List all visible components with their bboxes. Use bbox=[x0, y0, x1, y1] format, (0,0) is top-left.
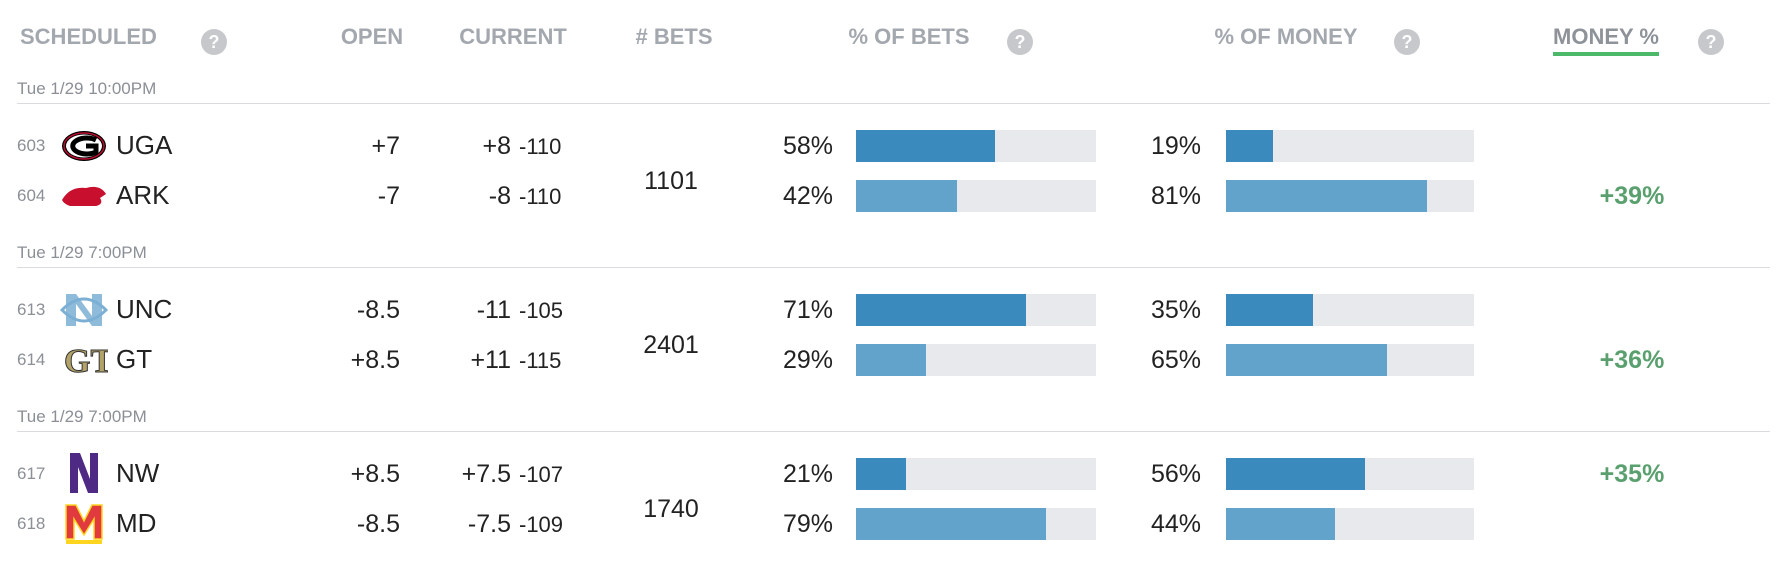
open-line: -8.5 bbox=[356, 510, 400, 538]
bets-percent: 21% bbox=[782, 460, 833, 488]
bets-percent: 58% bbox=[782, 132, 833, 160]
bets-bar bbox=[856, 294, 1027, 326]
team-logo bbox=[62, 186, 106, 206]
current-line: +8 bbox=[482, 132, 511, 160]
money-edge: +35% bbox=[1599, 460, 1665, 488]
rotation-number: 604 bbox=[17, 186, 46, 205]
bets-percent: 71% bbox=[782, 296, 833, 324]
column-header: CURRENT bbox=[459, 24, 567, 49]
bets-percent: 42% bbox=[782, 182, 833, 210]
rotation-number: 617 bbox=[17, 464, 46, 483]
money-bar bbox=[1226, 344, 1388, 376]
bet-count: 2401 bbox=[643, 331, 699, 359]
help-icon[interactable]: ? bbox=[1007, 29, 1033, 55]
money-bar bbox=[1226, 294, 1313, 326]
game-date: Tue 1/29 7:00PM bbox=[17, 407, 147, 426]
sort-header[interactable]: % OF BETS bbox=[848, 24, 970, 49]
separator bbox=[17, 103, 1770, 104]
current-line: +7.5 bbox=[461, 460, 511, 488]
team-name: GT bbox=[116, 344, 153, 374]
open-line: -8.5 bbox=[356, 296, 400, 324]
bets-bar bbox=[856, 458, 907, 490]
team-name: MD bbox=[116, 508, 157, 538]
bets-bar bbox=[856, 180, 957, 212]
current-line: -7.5 bbox=[467, 510, 511, 538]
sort-header[interactable]: % OF MONEY bbox=[1214, 24, 1358, 49]
money-percent: 19% bbox=[1150, 132, 1201, 160]
current-odds: -109 bbox=[519, 512, 564, 537]
bets-bar bbox=[856, 508, 1046, 540]
team-name: UNC bbox=[116, 294, 173, 324]
current-line: -8 bbox=[488, 182, 511, 210]
bets-percent: 79% bbox=[782, 510, 833, 538]
rotation-number: 613 bbox=[17, 300, 46, 319]
team-name: NW bbox=[116, 458, 160, 488]
sort-header[interactable]: MONEY % bbox=[1553, 26, 1659, 56]
column-header: OPEN bbox=[340, 24, 404, 49]
sort-header[interactable]: SCHEDULED bbox=[20, 24, 157, 49]
help-icon[interactable]: ? bbox=[1394, 29, 1420, 55]
team-logo bbox=[60, 294, 108, 326]
rotation-number: 603 bbox=[17, 136, 46, 155]
money-bar bbox=[1226, 458, 1365, 490]
svg-text:GT: GT bbox=[64, 343, 108, 380]
current-odds: -115 bbox=[519, 348, 562, 373]
current-odds: -105 bbox=[519, 298, 564, 323]
money-edge: +39% bbox=[1599, 182, 1665, 210]
money-edge: +36% bbox=[1599, 346, 1665, 374]
open-line: +8.5 bbox=[350, 460, 400, 488]
bet-count: 1101 bbox=[644, 167, 698, 195]
rotation-number: 618 bbox=[17, 514, 46, 533]
bets-bar bbox=[856, 130, 996, 162]
money-percent: 44% bbox=[1150, 510, 1201, 538]
game-date: Tue 1/29 10:00PM bbox=[17, 79, 157, 98]
money-percent: 56% bbox=[1150, 460, 1201, 488]
money-percent: 35% bbox=[1150, 296, 1201, 324]
rotation-number: 614 bbox=[17, 350, 46, 369]
help-icon[interactable]: ? bbox=[201, 29, 227, 55]
team-logo bbox=[62, 131, 106, 161]
current-odds: -107 bbox=[519, 462, 564, 487]
money-bar bbox=[1226, 130, 1274, 162]
bet-count: 1740 bbox=[643, 495, 699, 523]
team-name: UGA bbox=[116, 130, 173, 160]
money-percent: 81% bbox=[1150, 182, 1201, 210]
open-line: +7 bbox=[371, 132, 400, 160]
money-bar bbox=[1226, 508, 1336, 540]
separator bbox=[17, 267, 1770, 268]
current-odds: -110 bbox=[519, 184, 562, 209]
current-line: -11 bbox=[476, 296, 511, 324]
team-name: ARK bbox=[116, 180, 170, 210]
game-date: Tue 1/29 7:00PM bbox=[17, 243, 147, 262]
team-logo: GT bbox=[64, 343, 109, 381]
open-line: -7 bbox=[377, 182, 400, 210]
current-line: +11 bbox=[470, 346, 511, 374]
separator bbox=[17, 431, 1770, 432]
sort-header[interactable]: # BETS bbox=[635, 24, 713, 49]
team-logo bbox=[65, 504, 103, 544]
team-logo bbox=[70, 453, 98, 493]
money-percent: 65% bbox=[1150, 346, 1201, 374]
bets-bar bbox=[856, 344, 926, 376]
help-icon[interactable]: ? bbox=[1698, 29, 1724, 55]
open-line: +8.5 bbox=[350, 346, 400, 374]
bets-percent: 29% bbox=[782, 346, 833, 374]
money-bar bbox=[1226, 180, 1427, 212]
current-odds: -110 bbox=[519, 134, 562, 159]
